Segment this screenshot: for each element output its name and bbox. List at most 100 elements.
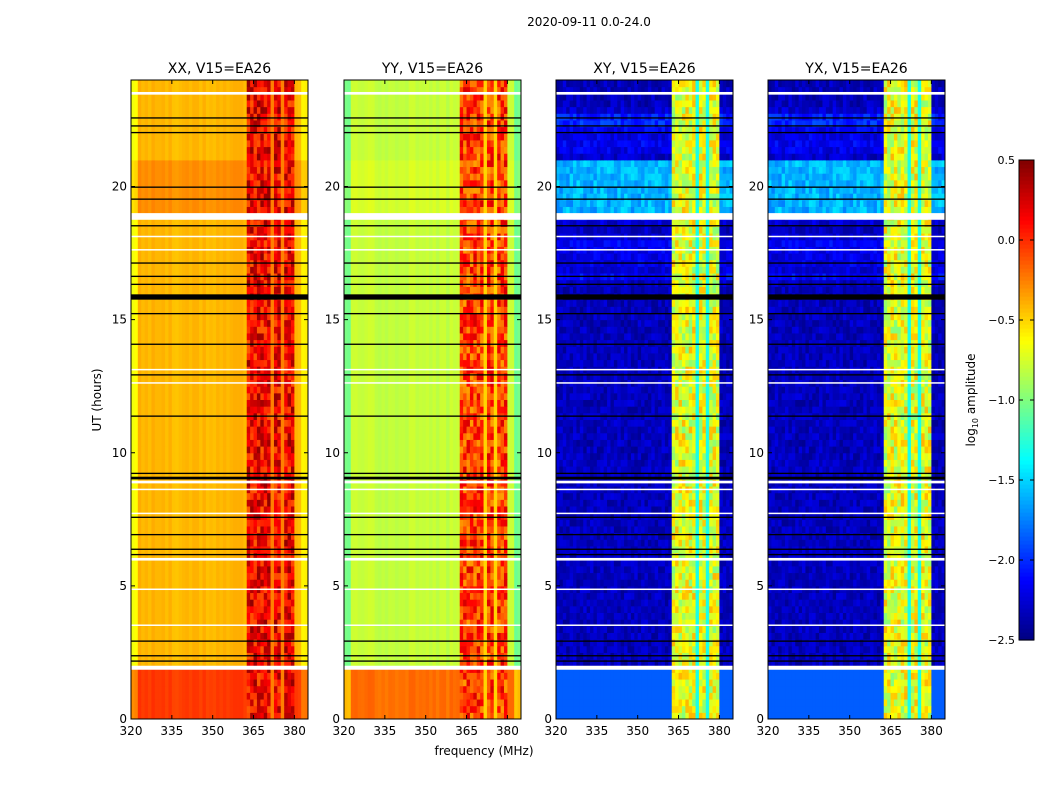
heatmap-cell bbox=[154, 619, 159, 627]
heatmap-cell bbox=[304, 679, 309, 687]
heatmap-cell bbox=[273, 359, 278, 367]
heatmap-cell bbox=[253, 472, 258, 480]
heatmap-cell bbox=[277, 559, 282, 567]
heatmap-cell bbox=[294, 685, 299, 693]
heatmap-cell bbox=[192, 552, 197, 560]
heatmap-cell bbox=[144, 226, 149, 234]
heatmap-cell bbox=[246, 685, 251, 693]
heatmap-cell bbox=[246, 286, 251, 294]
heatmap-cell bbox=[158, 266, 163, 274]
heatmap-cell bbox=[301, 93, 306, 101]
heatmap-cell bbox=[209, 139, 214, 148]
heatmap-cell bbox=[168, 419, 173, 427]
heatmap-cell bbox=[148, 386, 152, 394]
heatmap-cell bbox=[141, 392, 146, 400]
heatmap-cell bbox=[178, 659, 183, 667]
heatmap-cell bbox=[161, 645, 166, 653]
heatmap-cell bbox=[239, 173, 244, 181]
heatmap-cell bbox=[284, 119, 289, 128]
heatmap-cell bbox=[219, 372, 224, 381]
heatmap-cell bbox=[304, 565, 309, 574]
heatmap-cell bbox=[290, 339, 295, 347]
heatmap-cell bbox=[192, 712, 197, 720]
heatmap-cell bbox=[263, 612, 268, 620]
heatmap-cell bbox=[297, 346, 302, 354]
heatmap-cell bbox=[304, 80, 309, 88]
heatmap-cell bbox=[131, 339, 135, 347]
heatmap-cell bbox=[175, 459, 180, 467]
heatmap-cell bbox=[256, 193, 261, 201]
heatmap-cell bbox=[239, 93, 244, 101]
heatmap-cell bbox=[195, 525, 200, 534]
heatmap-cell bbox=[199, 525, 203, 534]
heatmap-cell bbox=[287, 559, 292, 567]
heatmap-cell bbox=[171, 332, 176, 341]
heatmap-cell bbox=[297, 525, 302, 534]
heatmap-cell bbox=[236, 119, 241, 128]
heatmap-cell bbox=[280, 266, 285, 274]
heatmap-cell bbox=[178, 106, 183, 114]
heatmap-cell bbox=[226, 519, 231, 527]
heatmap-cell bbox=[256, 179, 261, 187]
heatmap-cell bbox=[209, 286, 214, 294]
heatmap-cell bbox=[141, 419, 146, 427]
heatmap-cell bbox=[263, 312, 268, 321]
heatmap-cell bbox=[161, 705, 166, 713]
flagged-row-white bbox=[131, 557, 308, 561]
heatmap-cell bbox=[205, 153, 210, 161]
heatmap-cell bbox=[239, 672, 244, 680]
heatmap-cell bbox=[175, 166, 180, 174]
heatmap-cell bbox=[246, 119, 251, 128]
heatmap-cell bbox=[134, 612, 139, 620]
heatmap-cell bbox=[267, 99, 272, 108]
heatmap-cell bbox=[280, 193, 285, 201]
heatmap-cell bbox=[294, 346, 299, 354]
heatmap-cell bbox=[277, 199, 282, 207]
heatmap-cell bbox=[205, 685, 210, 693]
heatmap-cell bbox=[222, 193, 227, 201]
heatmap-cell bbox=[260, 552, 265, 560]
heatmap-cell bbox=[151, 126, 156, 134]
heatmap-cell bbox=[290, 672, 295, 680]
heatmap-cell bbox=[168, 179, 173, 187]
heatmap-cell bbox=[175, 685, 180, 693]
heatmap-cell bbox=[154, 126, 159, 134]
heatmap-cell bbox=[233, 326, 238, 334]
heatmap-cell bbox=[216, 332, 220, 341]
heatmap-cell bbox=[222, 326, 227, 334]
heatmap-cell bbox=[246, 139, 251, 148]
heatmap-cell bbox=[277, 532, 282, 540]
heatmap-cell bbox=[151, 139, 156, 148]
heatmap-cell bbox=[304, 199, 309, 207]
heatmap-cell bbox=[270, 326, 275, 334]
heatmap-cell bbox=[243, 679, 248, 687]
heatmap-cell bbox=[171, 579, 176, 587]
heatmap-cell bbox=[284, 426, 289, 434]
heatmap-cell bbox=[161, 539, 166, 547]
heatmap-cell bbox=[263, 692, 268, 700]
heatmap-cell bbox=[216, 286, 220, 294]
heatmap-cell bbox=[209, 492, 214, 500]
heatmap-cell bbox=[226, 126, 231, 134]
heatmap-cell bbox=[182, 559, 186, 567]
heatmap-cell bbox=[226, 219, 231, 227]
heatmap-cell bbox=[137, 639, 142, 647]
heatmap-cell bbox=[236, 639, 241, 647]
heatmap-cell bbox=[233, 159, 238, 168]
heatmap-cell bbox=[294, 206, 299, 214]
heatmap-cell bbox=[226, 319, 231, 327]
heatmap-cell bbox=[239, 326, 244, 334]
heatmap-cell bbox=[226, 392, 231, 400]
heatmap-cell bbox=[250, 266, 255, 274]
heatmap-cell bbox=[260, 592, 265, 600]
heatmap-cell bbox=[168, 699, 173, 707]
heatmap-cell bbox=[277, 306, 282, 314]
heatmap-cell bbox=[270, 339, 275, 347]
heatmap-cell bbox=[205, 672, 210, 680]
heatmap-cell bbox=[192, 419, 197, 427]
heatmap-cell bbox=[141, 552, 146, 560]
heatmap-cell bbox=[205, 359, 210, 367]
heatmap-cell bbox=[246, 352, 251, 361]
heatmap-cell bbox=[195, 572, 200, 580]
heatmap-cell bbox=[165, 619, 169, 627]
